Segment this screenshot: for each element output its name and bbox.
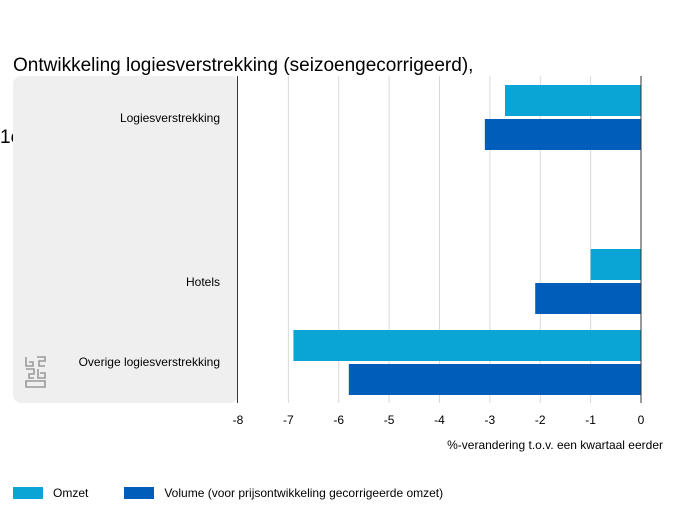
- x-tick-label: -4: [434, 413, 445, 427]
- x-tick-label: -8: [232, 413, 244, 427]
- legend-item-omzet: Omzet: [13, 486, 88, 500]
- bar-omzet: [504, 85, 641, 116]
- bar-volume: [535, 283, 641, 314]
- bar-volume: [484, 119, 641, 150]
- x-tick-label: -2: [534, 413, 546, 427]
- bar-omzet: [590, 249, 641, 280]
- x-tick-label: -1: [585, 413, 596, 427]
- bar-volume: [348, 364, 641, 395]
- x-tick-label: -3: [484, 413, 496, 427]
- category-label-overige: Overige logiesverstrekking: [78, 355, 220, 369]
- chart-title: Ontwikkeling logiesverstrekking (seizoen…: [0, 6, 473, 174]
- category-panel: [13, 76, 238, 403]
- category-axis-line: [237, 76, 238, 403]
- x-axis-label: %-verandering t.o.v. een kwartaal eerder: [447, 438, 663, 452]
- category-label-logiesverstrekking: Logiesverstrekking: [119, 111, 220, 125]
- legend: Omzet Volume (voor prijsontwikkeling gec…: [13, 486, 479, 500]
- bar-omzet: [293, 330, 641, 361]
- legend-label-omzet: Omzet: [53, 486, 89, 500]
- legend-swatch-volume: [124, 487, 155, 499]
- x-tick-label: -6: [333, 413, 345, 427]
- x-tick-label: -5: [383, 413, 395, 427]
- legend-swatch-omzet: [13, 487, 43, 499]
- category-label-hotels: Hotels: [185, 275, 220, 289]
- x-tick-label: -7: [283, 413, 294, 427]
- chart-title-line-1: Ontwikkeling logiesverstrekking (seizoen…: [13, 55, 474, 76]
- cbs-logo-icon: [25, 356, 46, 388]
- legend-label-volume: Volume (voor prijsontwikkeling gecorrige…: [164, 486, 444, 500]
- legend-item-volume: Volume (voor prijsontwikkeling gecorrige…: [124, 486, 443, 500]
- x-tick-label: 0: [637, 413, 645, 427]
